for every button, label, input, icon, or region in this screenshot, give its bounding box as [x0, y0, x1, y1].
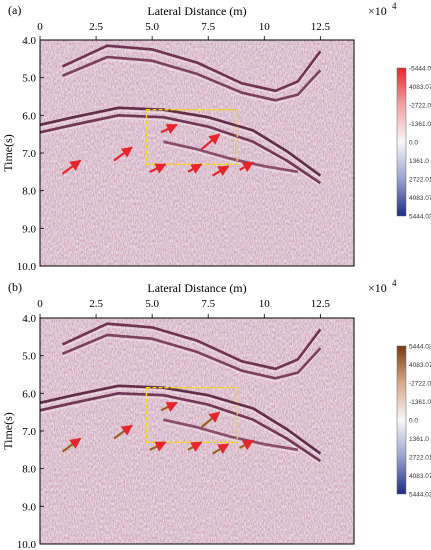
- y-tick-label: 5.0: [22, 73, 36, 85]
- colorbar-label: 5444.03: [409, 214, 431, 221]
- panel-b: (b) Lateral Distance (m) ×10 4 0 2.5 5.0 7.5 10 1…: [1, 278, 431, 550]
- colorbar-label: 5444.03: [409, 492, 431, 499]
- annotation-arrow-edge: [62, 160, 81, 175]
- annotation-arrow-edge: [239, 162, 254, 171]
- colorbar-label: -1361.0: [409, 121, 431, 128]
- x-multiplier-exponent: 4: [392, 278, 397, 288]
- y-axis-label: Time(s): [1, 412, 15, 450]
- annotation-arrow-edge: [113, 147, 133, 161]
- colorbar-label: 1361.0: [409, 436, 429, 443]
- horizon-line: [39, 117, 321, 187]
- colorbar-label: 4083.07: [409, 195, 431, 202]
- horizon-line: [61, 333, 322, 380]
- x-tick-label: 7.5: [201, 298, 215, 310]
- annotation-arrow-edge: [149, 441, 166, 451]
- horizon-line: [39, 384, 322, 455]
- x-tick-label: 10: [259, 298, 271, 310]
- y-tick-label: 6.0: [22, 110, 36, 122]
- horizon-line: [39, 392, 322, 463]
- annotation-arrow-edge: [187, 441, 202, 451]
- x-multiplier-exponent: 4: [392, 1, 397, 11]
- annotation-arrow-edge: [160, 402, 177, 411]
- x-tick-label: 12.5: [311, 298, 331, 310]
- annotation-arrow-edge: [201, 133, 220, 150]
- horizon-line: [62, 48, 321, 95]
- x-tick-label: 10: [259, 21, 271, 33]
- colorbar: [396, 67, 407, 217]
- x-tick-label: 5.0: [145, 21, 159, 33]
- y-tick-label: 8.0: [22, 186, 36, 198]
- horizon-line: [39, 395, 321, 465]
- x-tick-label: 2.5: [89, 298, 103, 310]
- colorbar-label: 2722.01: [409, 177, 431, 184]
- annotation-arrow-edge: [113, 425, 133, 439]
- panel-tag: (a): [8, 3, 21, 17]
- horizon-line: [62, 326, 321, 373]
- x-tick-label: 12.5: [311, 21, 331, 33]
- colorbar-label: 0.0: [409, 140, 418, 147]
- horizon-line: [163, 140, 299, 174]
- colorbar-label: -2722.01: [409, 381, 431, 388]
- y-tick-label: 9.0: [22, 223, 36, 235]
- y-tick-label: 10.0: [17, 261, 37, 273]
- horizon-line: [163, 144, 298, 176]
- y-tick-label: 7.0: [22, 426, 36, 438]
- annotation-arrow-edge: [187, 163, 202, 173]
- colorbar-label: 5444.03: [409, 344, 431, 351]
- x-tick-label: 0: [37, 21, 43, 33]
- y-tick-label: 4.0: [22, 35, 36, 47]
- annotation-arrow-edge: [149, 163, 166, 173]
- panel-tag: (b): [8, 280, 22, 294]
- panel-a: (a) Lateral Distance (m) ×10 4 0 2.5 5.0 7.5 10 1…: [1, 1, 431, 273]
- colorbar-label: -2722.01: [409, 103, 431, 110]
- horizon-line: [62, 59, 321, 104]
- roi-box: [145, 386, 239, 443]
- y-tick-label: 8.0: [22, 464, 36, 476]
- x-axis-label: Lateral Distance (m): [147, 4, 246, 18]
- annotation-arrow-edge: [212, 443, 229, 454]
- horizon-line: [61, 322, 322, 371]
- colorbar-label: 4083.07: [409, 362, 431, 369]
- colorbar-label: 0.0: [409, 418, 418, 425]
- y-tick-label: 7.0: [22, 148, 36, 160]
- annotation-arrow-edge: [62, 438, 81, 453]
- colorbar-label: -1361.0: [409, 399, 431, 406]
- colorbar-label: 4083.07: [409, 84, 431, 91]
- annotation-arrow-edge: [160, 124, 177, 133]
- horizon-line: [39, 388, 321, 457]
- y-tick-label: 9.0: [22, 501, 36, 513]
- x-multiplier: ×10: [368, 281, 387, 295]
- colorbar-label: 4083.07: [409, 473, 431, 480]
- colorbar-label: 2722.01: [409, 455, 431, 462]
- y-tick-label: 4.0: [22, 313, 36, 325]
- horizon-line: [163, 422, 298, 454]
- x-axis-label: Lateral Distance (m): [147, 281, 246, 295]
- x-tick-label: 7.5: [201, 21, 215, 33]
- horizon-line: [61, 44, 322, 93]
- y-tick-label: 6.0: [22, 388, 36, 400]
- horizon-line: [39, 106, 322, 177]
- annotation-arrow-edge: [212, 165, 229, 176]
- y-tick-label: 5.0: [22, 351, 36, 363]
- horizon-line: [163, 418, 299, 452]
- roi-box: [145, 108, 239, 165]
- x-tick-label: 0: [37, 298, 43, 310]
- x-tick-label: 2.5: [89, 21, 103, 33]
- plot-frame: [39, 39, 355, 267]
- horizon-line: [39, 110, 321, 179]
- annotation-arrow-edge: [239, 440, 254, 449]
- horizon-line: [61, 55, 322, 102]
- colorbar: [396, 345, 407, 495]
- plot-frame: [39, 317, 355, 545]
- colorbar-label: 1361.0: [409, 158, 429, 165]
- x-tick-label: 5.0: [145, 298, 159, 310]
- y-tick-label: 10.0: [17, 539, 37, 550]
- colorbar-label: -5444.03: [409, 66, 431, 73]
- horizon-line: [39, 114, 322, 185]
- x-multiplier: ×10: [368, 4, 387, 18]
- horizon-line: [62, 337, 321, 382]
- y-axis-label: Time(s): [1, 134, 15, 172]
- annotation-arrow-edge: [201, 411, 220, 428]
